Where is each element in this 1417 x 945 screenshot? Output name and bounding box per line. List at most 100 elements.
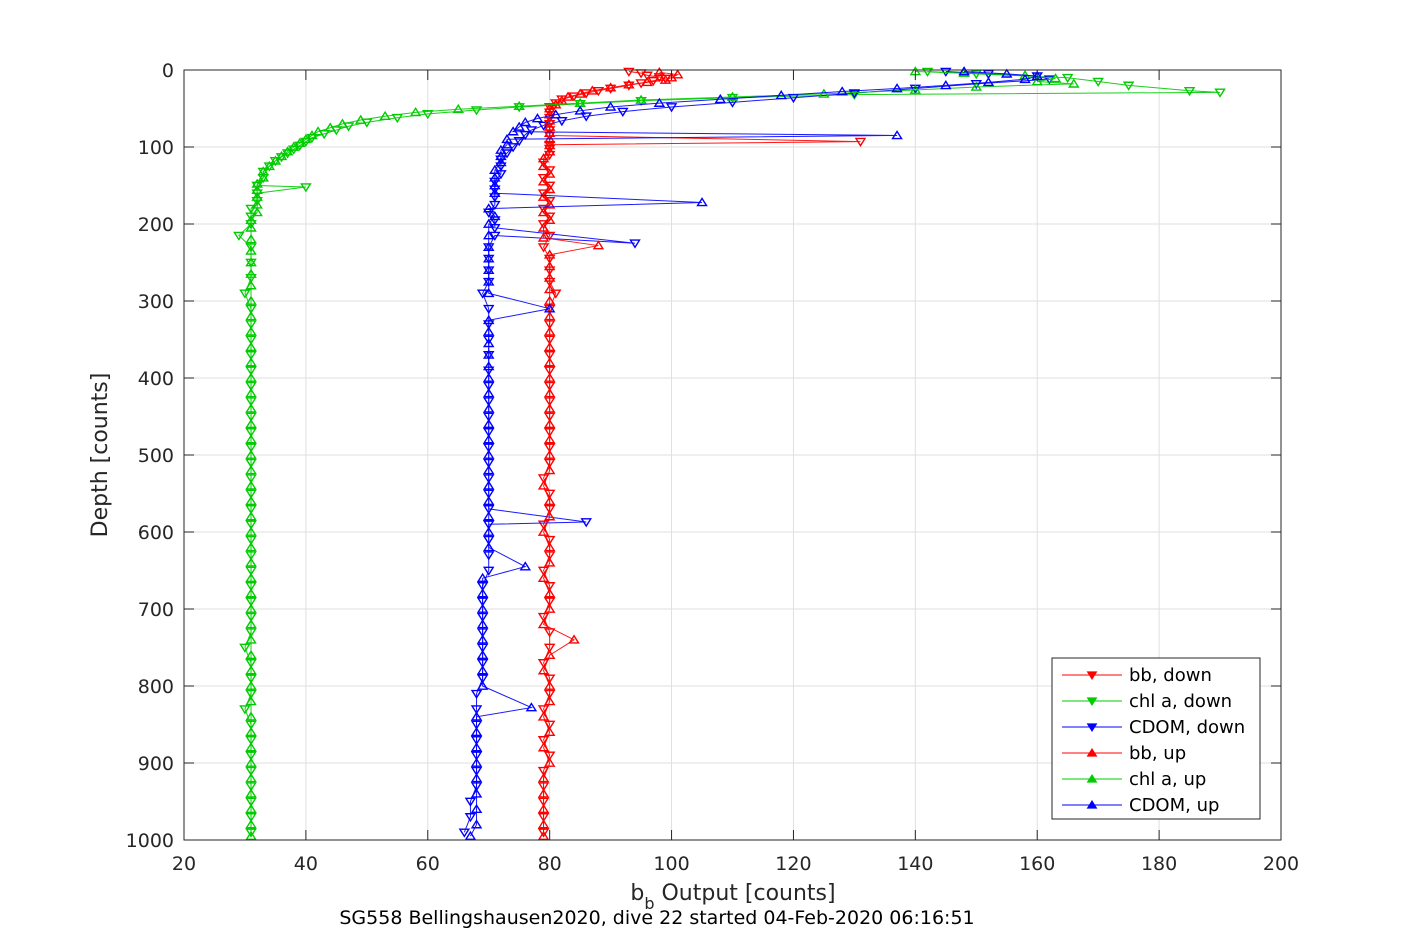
data-point (245, 557, 257, 567)
data-point (537, 232, 550, 242)
data-point (525, 126, 538, 136)
y-tick-label: 800 (138, 676, 174, 698)
data-point (251, 181, 263, 191)
data-point (543, 311, 556, 321)
data-point (245, 372, 257, 382)
data-point (537, 121, 550, 131)
data-point (537, 526, 550, 536)
y-tick-label: 900 (138, 753, 174, 775)
data-point (294, 137, 306, 147)
series-3 (537, 66, 684, 840)
data-point (543, 183, 556, 194)
series-4 (245, 66, 1080, 840)
data-point (537, 191, 550, 201)
x-tick-label: 120 (775, 853, 811, 875)
x-tick-label: 80 (538, 853, 562, 875)
data-point (489, 187, 501, 198)
data-point (848, 90, 861, 101)
data-point (482, 403, 495, 413)
data-point (489, 231, 501, 241)
data-point (537, 742, 550, 752)
data-point (543, 628, 556, 638)
data-point (482, 218, 495, 228)
data-point (245, 388, 257, 398)
data-point (476, 665, 489, 675)
data-point (519, 116, 532, 127)
data-point (543, 542, 556, 552)
data-point (275, 150, 288, 161)
data-point (245, 434, 257, 444)
data-point (482, 326, 495, 336)
data-point (470, 705, 483, 715)
data-point (239, 643, 251, 653)
data-point (245, 449, 257, 459)
data-point (537, 520, 550, 530)
data-point (482, 449, 495, 459)
legend-marker (1086, 723, 1098, 732)
data-point (245, 757, 257, 767)
data-point (482, 264, 495, 275)
data-point (245, 742, 257, 752)
data-point (543, 535, 556, 546)
x-tick-label: 60 (416, 853, 440, 875)
data-point (537, 705, 550, 715)
data-point (354, 114, 367, 124)
data-point (312, 126, 324, 136)
data-point (470, 711, 483, 721)
data-point (324, 122, 337, 132)
data-point (245, 711, 257, 721)
data-point (482, 349, 495, 359)
data-point (562, 91, 574, 101)
data-point (543, 214, 556, 224)
data-point (245, 326, 257, 336)
data-point (245, 245, 257, 255)
data-point (470, 819, 483, 829)
data-point (958, 66, 970, 76)
data-point (245, 819, 257, 829)
data-point (482, 253, 495, 263)
x-axis-label: bb Output [counts] (630, 881, 835, 913)
data-point (696, 197, 708, 207)
data-point (537, 665, 550, 675)
data-point (543, 357, 556, 367)
x-tick-label: 160 (1019, 853, 1055, 875)
data-point (495, 157, 507, 167)
data-point (665, 103, 678, 113)
data-point (519, 561, 532, 571)
data-point (513, 103, 525, 113)
data-point (482, 542, 495, 552)
data-point (245, 418, 257, 429)
data-point (604, 82, 617, 92)
y-tick-label: 100 (138, 137, 174, 159)
data-point (336, 118, 349, 128)
data-point (537, 830, 550, 840)
data-point (543, 726, 556, 737)
data-point (635, 94, 647, 104)
data-point (818, 88, 830, 98)
y-tick-label: 500 (138, 445, 174, 467)
data-point (1061, 73, 1074, 84)
data-point (476, 634, 489, 644)
x-tick-label: 40 (294, 853, 318, 875)
data-point (245, 495, 257, 506)
data-point (476, 603, 489, 613)
data-point (586, 85, 599, 95)
legend-entry-label: CDOM, down (1129, 717, 1245, 738)
legend-entry-label: CDOM, up (1129, 795, 1219, 816)
data-point (476, 680, 489, 690)
data-point (1122, 81, 1135, 91)
data-point (245, 788, 257, 798)
data-point (245, 542, 257, 552)
data-point (537, 619, 550, 629)
data-point (1000, 68, 1013, 78)
data-point (482, 526, 495, 536)
data-point (537, 160, 550, 171)
data-point (543, 168, 556, 178)
data-point (239, 705, 251, 715)
data-point (482, 418, 495, 429)
data-point (245, 280, 257, 290)
data-point (848, 89, 861, 99)
data-point (476, 572, 489, 583)
data-point (1183, 86, 1196, 97)
